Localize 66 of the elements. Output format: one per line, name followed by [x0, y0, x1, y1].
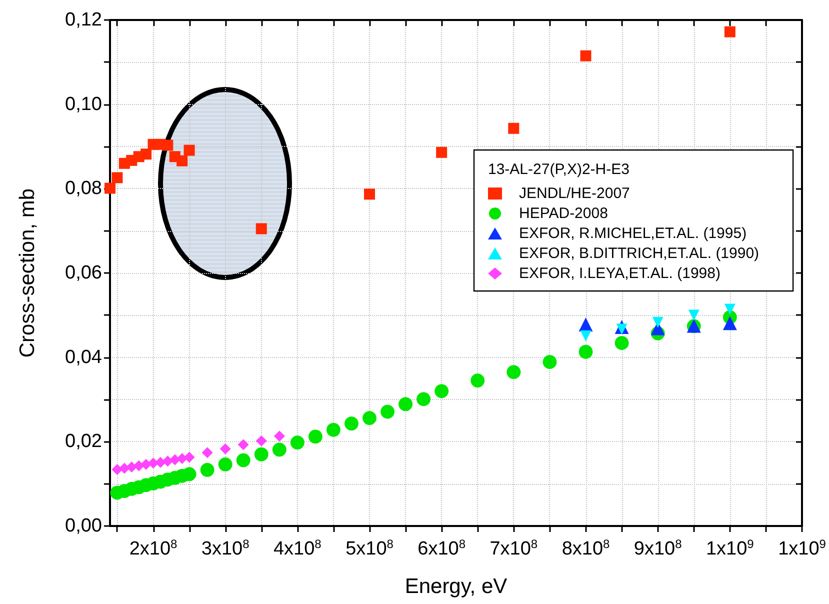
point — [380, 404, 395, 419]
point — [470, 374, 485, 388]
point — [169, 454, 180, 466]
point — [344, 416, 358, 431]
point — [162, 140, 174, 151]
point — [364, 188, 375, 200]
legend-title: 13-AL-27(P,X)2-H-E3 — [488, 161, 630, 178]
point — [326, 422, 340, 437]
y-tick-label: 0,02 — [65, 431, 102, 452]
point — [724, 26, 736, 38]
point — [578, 344, 593, 359]
y-tick-label: 0,08 — [65, 178, 102, 200]
point — [398, 397, 413, 412]
point — [104, 182, 116, 194]
point — [508, 122, 520, 134]
point — [362, 411, 376, 426]
point — [724, 304, 736, 315]
y-tick-label: 0,00 — [65, 516, 102, 536]
point — [202, 447, 213, 458]
point — [542, 354, 557, 369]
point — [112, 464, 123, 475]
point — [220, 443, 231, 454]
point — [722, 316, 737, 330]
point — [580, 330, 592, 342]
point — [118, 462, 130, 474]
point — [616, 324, 628, 335]
point — [416, 392, 431, 406]
point — [290, 436, 304, 450]
y-tick-label: 0,06 — [65, 262, 102, 284]
point — [256, 223, 267, 234]
x-axis-title: Energy, eV — [404, 575, 508, 598]
point — [162, 456, 174, 467]
point — [184, 144, 195, 156]
point — [112, 172, 123, 184]
y-axis-title: Cross-section, mb — [16, 188, 39, 358]
point — [688, 310, 700, 321]
point — [274, 430, 285, 442]
point — [238, 439, 249, 450]
point — [200, 462, 214, 477]
y-tick-label: 0,12 — [65, 10, 102, 30]
point — [126, 461, 138, 472]
point — [652, 316, 664, 328]
point — [256, 435, 267, 446]
y-tick-label: 0,10 — [65, 94, 102, 115]
y-tick-label: 0,04 — [65, 346, 102, 368]
point — [236, 453, 250, 468]
point — [176, 453, 188, 464]
legend-label: HEPAD-2008 — [519, 205, 608, 222]
point — [434, 384, 449, 398]
legend-label: EXFOR, R.MICHEL,ET.AL. (1995) — [519, 225, 747, 242]
point — [140, 148, 152, 160]
point — [272, 442, 286, 457]
point — [176, 155, 188, 166]
point — [182, 467, 196, 482]
point — [506, 365, 521, 380]
point — [140, 458, 152, 470]
point — [184, 452, 195, 463]
point — [614, 336, 629, 350]
point — [436, 146, 448, 158]
legend-label: EXFOR, I.LEYA,ET.AL. (1998) — [519, 265, 720, 282]
point — [254, 447, 268, 462]
point — [308, 430, 322, 444]
legend-label: JENDL/HE-2007 — [519, 185, 630, 202]
legend-label: EXFOR, B.DITTRICH,ET.AL. (1990) — [519, 245, 760, 262]
point — [218, 457, 232, 472]
point — [580, 50, 592, 62]
